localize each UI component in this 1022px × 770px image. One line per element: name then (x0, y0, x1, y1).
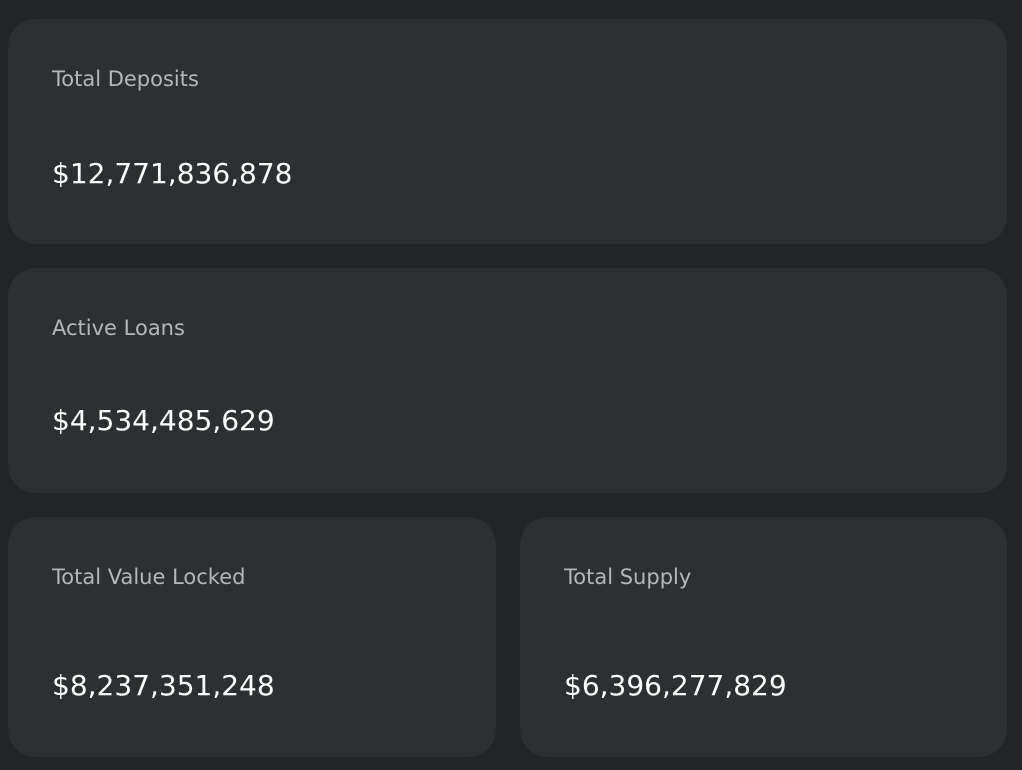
stat-card: Total Value Locked $8,237,351,248 (8, 517, 496, 757)
stat-value: $12,771,836,878 (52, 157, 293, 190)
stat-value: $6,396,277,829 (564, 669, 787, 702)
stat-label: Total Deposits (52, 67, 199, 91)
stat-label: Total Value Locked (52, 565, 246, 589)
stat-value: $8,237,351,248 (52, 669, 275, 702)
stat-label: Active Loans (52, 316, 185, 340)
stat-card: Active Loans $4,534,485,629 (8, 268, 1007, 493)
stat-card: Total Supply $6,396,277,829 (520, 517, 1007, 757)
stat-value: $4,534,485,629 (52, 404, 275, 437)
stat-card: Total Deposits $12,771,836,878 (8, 19, 1007, 244)
stat-label: Total Supply (564, 565, 692, 589)
